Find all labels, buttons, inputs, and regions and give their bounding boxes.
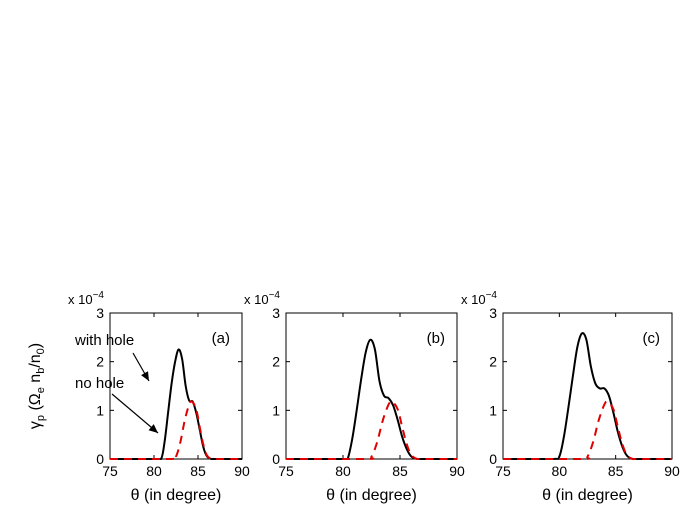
panel-3: 75 80 85 90 0 1 2 3x 10−4 (c) θ (in degree) — [461, 290, 680, 504]
x-axis-label: θ (in degree) — [131, 487, 222, 504]
series-no-hole — [286, 400, 457, 461]
panel-label: (c) — [643, 330, 661, 347]
y-tick-label: 3 — [272, 305, 280, 321]
y-axis-label: γp (Ωe nb/n0) — [27, 343, 47, 429]
y-tick-label: 3 — [489, 305, 497, 321]
panel-label: (b) — [427, 330, 445, 347]
x-tick-label: 80 — [335, 463, 351, 479]
y-tick-label: 1 — [272, 402, 280, 418]
x-tick-label: 80 — [146, 463, 162, 479]
x-tick-label: 75 — [495, 463, 511, 479]
arrow-with-hole-head — [141, 371, 149, 381]
series-with-hole — [503, 332, 672, 460]
series-no-hole — [503, 400, 672, 461]
arrow-no-hole-head — [148, 424, 158, 433]
panel-label: (a) — [212, 330, 230, 347]
x-tick-label: 75 — [278, 463, 294, 479]
annotations: with hole no hole — [74, 332, 159, 434]
x-tick-label: 85 — [608, 463, 624, 479]
x-tick-label: 85 — [392, 463, 408, 479]
y-tick-label: 2 — [489, 354, 497, 370]
panel-1: 75 80 85 90 0 1 2 3x 10−4 (a) θ (in degree) — [68, 290, 250, 504]
x-tick-label: 85 — [190, 463, 206, 479]
y-tick-label: 1 — [96, 402, 104, 418]
x-tick-label: 90 — [664, 463, 680, 479]
x-tick-label: 90 — [234, 463, 250, 479]
x-axis-label: θ (in degree) — [326, 487, 417, 504]
y-tick-label: 0 — [489, 451, 497, 467]
series-with-hole — [286, 338, 457, 460]
x-tick-label: 90 — [449, 463, 465, 479]
arrow-no-hole-line — [111, 393, 159, 434]
y-tick-label: 2 — [96, 354, 104, 370]
y-tick-label: 1 — [489, 402, 497, 418]
y-tick-label: 2 — [272, 354, 280, 370]
axes-box — [109, 312, 243, 460]
annotation-no-hole: no hole — [75, 375, 124, 392]
exponent-label: x 10−4 — [68, 290, 104, 307]
exponent-label: x 10−4 — [461, 290, 497, 307]
panel-2: 75 80 85 90 0 1 2 3x 10−4 (b) θ (in degree) — [244, 290, 465, 504]
y-tick-label: 3 — [96, 305, 104, 321]
y-tick-label: 0 — [272, 451, 280, 467]
x-tick-label: 80 — [552, 463, 568, 479]
y-tick-label: 0 — [96, 451, 104, 467]
annotation-with-hole: with hole — [74, 332, 134, 349]
x-tick-label: 75 — [102, 463, 118, 479]
series-no-hole — [110, 400, 242, 460]
series-with-hole — [110, 348, 242, 460]
exponent-label: x 10−4 — [244, 290, 280, 307]
x-axis-label: θ (in degree) — [542, 487, 633, 504]
